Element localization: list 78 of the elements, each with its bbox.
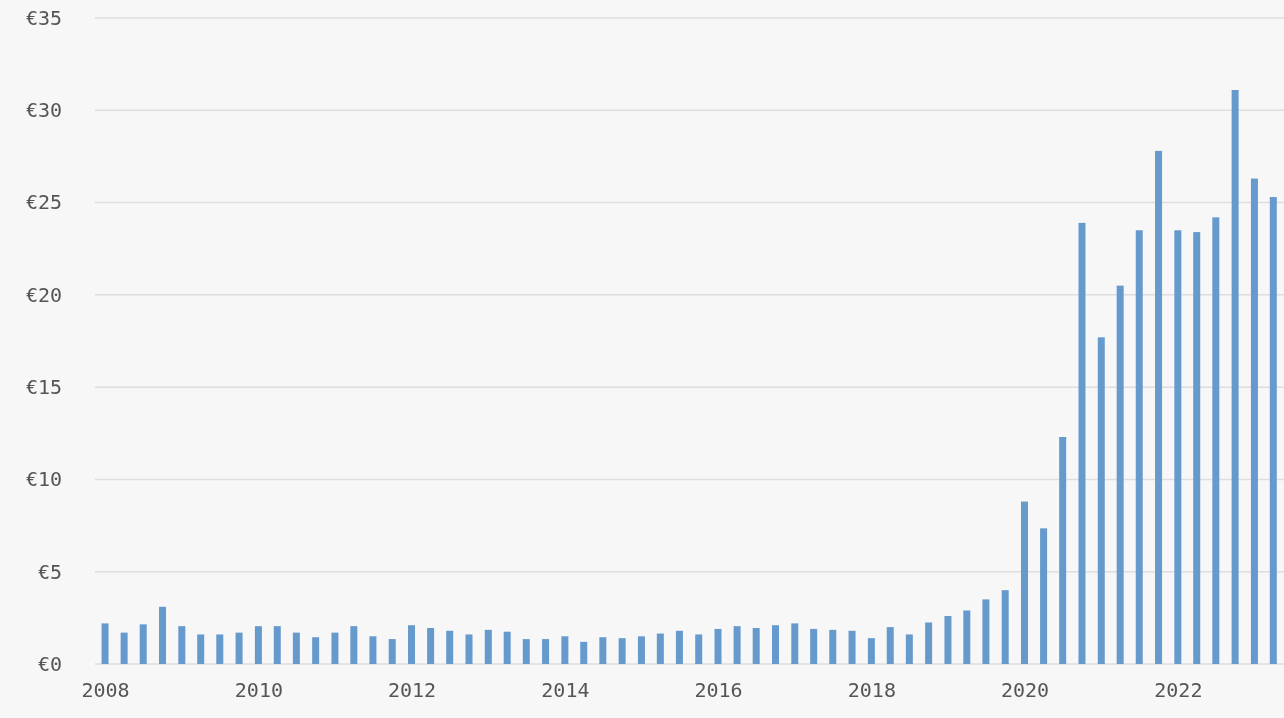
y-tick-label: €35 (25, 5, 62, 30)
bar (982, 599, 990, 664)
bar (637, 636, 645, 664)
bar (446, 630, 454, 664)
bar (120, 632, 128, 664)
x-tick-label: 2008 (81, 678, 130, 702)
bar (465, 634, 473, 664)
bar (1097, 337, 1105, 664)
bar (331, 632, 339, 664)
bar (944, 616, 952, 664)
bar (273, 626, 281, 664)
bar (791, 623, 799, 664)
bar (1078, 222, 1086, 664)
bar (522, 639, 530, 664)
x-tick-label: 2022 (1154, 678, 1203, 702)
bar (1269, 197, 1277, 664)
bar (350, 626, 358, 664)
bar (292, 632, 300, 664)
x-tick-label: 2020 (1000, 678, 1050, 702)
bar (388, 639, 396, 664)
bar (1231, 89, 1239, 664)
x-tick-label: 2018 (847, 678, 896, 702)
bar (159, 606, 167, 664)
y-tick-label: €10 (25, 467, 62, 492)
bar (1001, 590, 1009, 664)
bar (810, 628, 818, 664)
bar (1135, 230, 1143, 664)
bar (714, 628, 722, 664)
bar (656, 633, 664, 664)
y-tick-label: €0 (37, 651, 62, 676)
bar (1116, 285, 1124, 664)
bar (905, 634, 913, 664)
bar (618, 638, 626, 664)
bar (599, 637, 607, 664)
bar (1021, 501, 1028, 664)
y-tick-label: €20 (25, 282, 62, 307)
bar (139, 624, 147, 664)
bar (1155, 150, 1163, 664)
x-tick-label: 2010 (234, 678, 283, 702)
bar (369, 636, 377, 664)
bar (408, 625, 416, 664)
bar (675, 630, 683, 664)
x-tick-label: 2014 (541, 678, 590, 702)
bar (733, 626, 741, 664)
bar (561, 636, 569, 664)
bar (484, 629, 492, 664)
bar (427, 628, 435, 664)
bar (829, 629, 837, 664)
y-tick-label: €15 (25, 375, 62, 400)
bar (580, 641, 588, 664)
y-tick-label: €5 (37, 559, 62, 584)
y-tick-label: €30 (25, 98, 62, 123)
bar (695, 634, 703, 664)
x-tick-label: 2016 (694, 678, 743, 702)
bar (216, 634, 224, 664)
bar (1040, 528, 1048, 664)
bar (1174, 230, 1182, 664)
bar (178, 626, 186, 664)
bar (542, 639, 550, 664)
x-tick-label: 2012 (387, 678, 437, 702)
bar (771, 625, 779, 664)
bar (963, 610, 971, 664)
bar (1212, 217, 1220, 664)
y-tick-label: €25 (25, 190, 62, 215)
bar (235, 632, 243, 664)
bar (254, 626, 262, 664)
bar (1250, 178, 1258, 664)
bar (1193, 232, 1201, 664)
bar (886, 627, 894, 664)
bar (752, 628, 760, 664)
bar (503, 631, 511, 664)
bar (867, 638, 875, 664)
bar (197, 634, 205, 664)
bar (101, 623, 109, 664)
bar (848, 630, 856, 664)
bar (1059, 436, 1067, 664)
bar (312, 637, 320, 664)
bar (925, 622, 933, 664)
